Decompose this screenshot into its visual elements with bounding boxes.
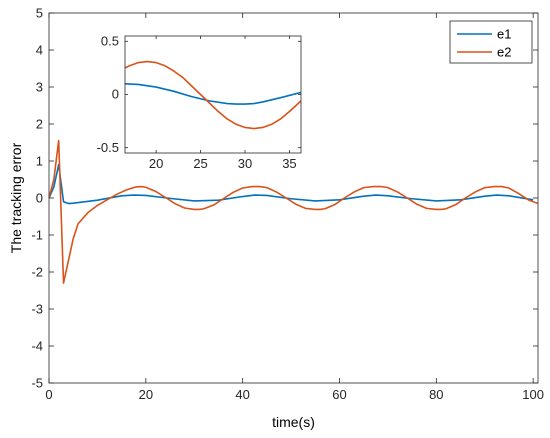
main-x-tick-label: 40 <box>235 387 249 402</box>
main-y-tick-label: 2 <box>36 117 43 132</box>
inset-plot: 20 25 30 35 -0.5 0 0.5 <box>97 34 302 171</box>
inset-y-tick-label: 0.5 <box>101 34 119 49</box>
main-y-tick-label: -1 <box>31 228 43 243</box>
main-x-tick-label: 60 <box>332 387 346 402</box>
main-series-e1-line <box>49 163 534 205</box>
main-x-tick-label: 80 <box>429 387 443 402</box>
y-axis-title: The tracking error <box>8 142 24 253</box>
main-x-tick-label: 20 <box>139 387 153 402</box>
main-y-tick-label: -3 <box>31 302 43 317</box>
main-y-tick-label: 5 <box>36 6 43 21</box>
legend-label-e1: e1 <box>497 27 511 42</box>
main-y-tick-label: 1 <box>36 154 43 169</box>
inset-x-tick-label: 35 <box>282 156 296 171</box>
inset-ticks-layer: 20 25 30 35 -0.5 0 0.5 <box>97 34 301 171</box>
inset-plot-area <box>125 36 301 153</box>
main-y-tick-label: 4 <box>36 43 43 58</box>
legend-box <box>449 20 533 64</box>
main-y-tick-label: 3 <box>36 80 43 95</box>
inset-series-e1-line <box>125 83 301 105</box>
main-x-tick-label: 0 <box>45 387 52 402</box>
main-y-tick-label: 0 <box>36 191 43 206</box>
main-y-tick-label: -5 <box>31 376 43 391</box>
inset-x-tick-label: 30 <box>238 156 252 171</box>
main-ticks-layer: 0 20 40 60 80 100 -5 -4 -3 -2 -1 0 1 2 3 4 5 <box>31 6 544 402</box>
inset-x-tick-label: 25 <box>193 156 207 171</box>
legend-label-e2: e2 <box>497 45 511 60</box>
inset-series-e2-line <box>125 60 301 130</box>
main-y-tick-label: -4 <box>31 339 43 354</box>
main-y-tick-label: -2 <box>31 265 43 280</box>
inset-series-layer <box>125 60 301 130</box>
inset-y-tick-label: 0 <box>112 87 119 102</box>
inset-x-tick-label: 20 <box>149 156 163 171</box>
main-x-tick-label: 100 <box>522 387 544 402</box>
x-axis-title: time(s) <box>272 414 315 430</box>
inset-y-tick-label: -0.5 <box>97 140 119 155</box>
legend: e1 e2 <box>449 20 533 64</box>
main-series-layer <box>49 139 538 284</box>
main-series-e2-line <box>49 139 538 284</box>
